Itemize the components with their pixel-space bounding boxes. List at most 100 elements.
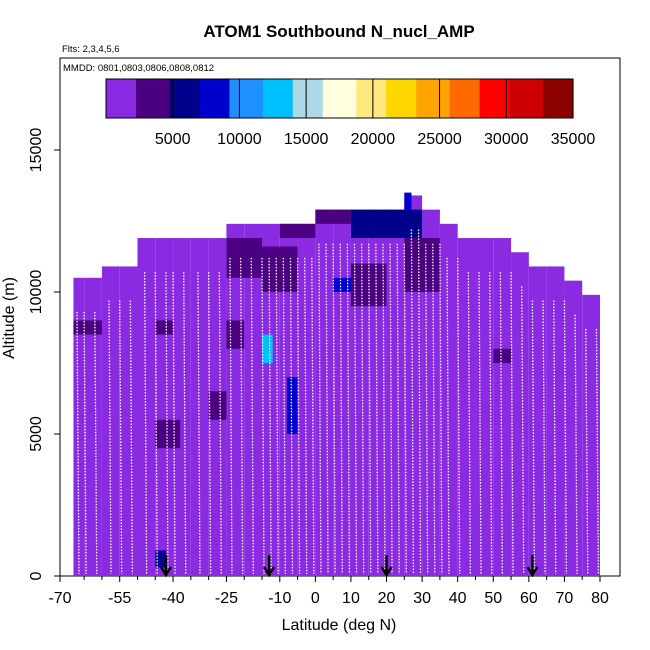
flight-profiles: [76, 229, 600, 575]
profile-line: [375, 243, 379, 575]
colorbar-swatch: [496, 79, 501, 118]
profile-line: [531, 300, 536, 575]
colorbar-swatch: [136, 79, 140, 118]
profile-line: [332, 243, 336, 575]
colorbar-swatch: [349, 79, 354, 118]
colorbar-swatch: [566, 79, 571, 118]
colorbar-swatch: [246, 79, 251, 118]
colorbar-swatch: [482, 79, 487, 118]
colorbar-swatch: [152, 79, 157, 118]
profile-line: [439, 243, 443, 575]
colorbar-swatch: [356, 79, 361, 118]
colorbar-swatch: [272, 79, 277, 118]
colorbar-swatch: [206, 79, 211, 118]
colorbar-swatch: [502, 79, 507, 118]
colorbar-swatch: [539, 79, 544, 118]
profile-line: [165, 272, 169, 575]
colorbar-swatch: [282, 79, 287, 118]
colorbar-swatch: [426, 79, 431, 118]
colorbar-swatch: [412, 79, 417, 118]
colorbar-swatch: [406, 79, 411, 118]
colorbar-swatch: [299, 79, 304, 118]
colorbar-swatch: [359, 79, 364, 118]
x-tick-label: 30: [413, 590, 431, 607]
colorbar-swatch: [172, 79, 177, 118]
profile-line: [360, 243, 365, 575]
profile-line: [553, 300, 557, 575]
colorbar-swatch: [196, 79, 200, 118]
colorbar-swatch: [222, 79, 227, 118]
profile-line: [410, 229, 415, 575]
heatmap-cell: [279, 223, 316, 239]
colorbar-swatch: [176, 79, 180, 118]
colorbar-swatch: [209, 79, 214, 118]
x-tick-label: 50: [484, 590, 502, 607]
profile-line: [574, 314, 578, 575]
colorbar-swatch: [436, 79, 441, 118]
colorbar-swatch: [486, 79, 491, 118]
x-tick-label: -55: [108, 590, 131, 607]
heatmap-cell: [546, 266, 565, 576]
colorbar: [105, 78, 574, 119]
colorbar-swatch: [509, 79, 514, 118]
colorbar-swatch: [106, 79, 110, 118]
colorbar-swatch: [472, 79, 477, 118]
colorbar-swatch: [562, 79, 567, 118]
colorbar-swatch: [402, 79, 407, 118]
profile-line: [318, 243, 322, 575]
colorbar-swatch: [166, 79, 170, 118]
profile-line: [339, 243, 343, 575]
profile-line: [368, 243, 372, 575]
colorbar-swatch: [396, 79, 401, 118]
colorbar-swatch: [379, 79, 384, 118]
colorbar-swatch: [339, 79, 344, 118]
heatmap-cell: [582, 294, 600, 576]
heatmap-cell: [155, 238, 174, 577]
profile-line: [108, 300, 112, 575]
y-tick-label: 0: [28, 571, 45, 580]
colorbar-swatch: [219, 79, 224, 118]
x-tick-label: 20: [378, 590, 396, 607]
x-tick-label: -25: [215, 590, 238, 607]
colorbar-swatch: [516, 79, 521, 118]
colorbar-swatch: [156, 79, 160, 118]
colorbar-tick-label: 30000: [484, 131, 529, 148]
y-axis-label: Altitude (m): [1, 277, 18, 359]
profile-line: [595, 328, 600, 575]
colorbar-swatch: [542, 79, 547, 118]
heatmap-cell: [350, 209, 423, 239]
colorbar-swatch: [129, 79, 134, 118]
colorbar-swatch: [452, 79, 457, 118]
profile-line: [143, 272, 148, 575]
colorbar-swatch: [169, 79, 174, 118]
heatmap-cell: [173, 238, 191, 577]
colorbar-swatch: [409, 79, 414, 118]
colorbar-swatch: [226, 79, 231, 118]
dates-annotation: MMDD: 0801,0803,0806,0808,0812: [63, 63, 214, 74]
colorbar-swatch: [552, 79, 557, 118]
heatmap-cell: [226, 238, 263, 278]
profile-line: [389, 243, 393, 575]
colorbar-swatch: [322, 79, 327, 118]
colorbar-swatch: [262, 79, 267, 118]
colorbar-swatch: [162, 79, 167, 118]
arrow-marker-head: [159, 566, 173, 578]
colorbar-swatch: [456, 79, 461, 118]
heatmap-cell: [73, 277, 85, 576]
heatmap-cell: [333, 209, 351, 576]
colorbar-swatch: [342, 79, 347, 118]
x-tick-label: -70: [48, 590, 71, 607]
colorbar-swatch: [126, 79, 130, 118]
colorbar-swatch: [376, 79, 381, 118]
colorbar-swatch: [536, 79, 541, 118]
y-tick-label: 10000: [28, 270, 45, 315]
profile-line: [154, 272, 158, 575]
profile-line: [353, 243, 358, 575]
colorbar-swatch: [199, 79, 204, 118]
colorbar-swatch: [499, 79, 504, 118]
colorbar-swatch: [506, 79, 511, 118]
colorbar-swatch: [189, 79, 194, 118]
profile-line: [499, 272, 504, 575]
profile-line: [432, 243, 436, 575]
profile-line: [119, 300, 123, 575]
